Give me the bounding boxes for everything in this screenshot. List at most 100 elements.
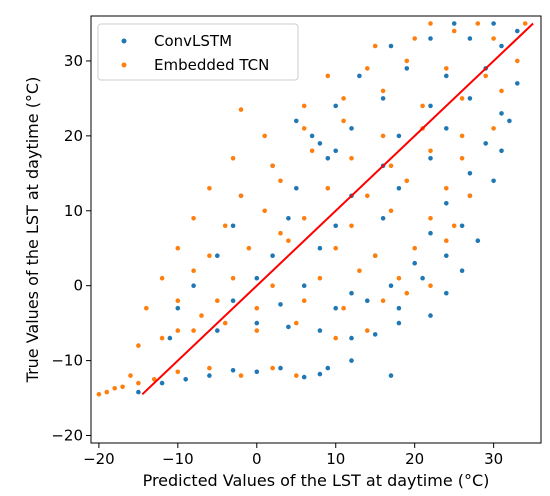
point-embedded-tcn-41 (191, 216, 196, 221)
point-embedded-tcn-40 (444, 238, 449, 243)
point-embedded-tcn-60 (349, 156, 354, 161)
point-convlstm-80 (451, 21, 457, 26)
point-convlstm-61 (444, 126, 449, 131)
point-convlstm-64 (333, 103, 339, 109)
point-convlstm-53 (325, 156, 331, 161)
point-convlstm-26 (254, 275, 260, 281)
point-convlstm-27 (301, 283, 307, 289)
point-embedded-tcn-86 (451, 28, 457, 34)
point-embedded-tcn-4 (175, 369, 181, 375)
point-embedded-tcn-65 (301, 126, 307, 131)
point-convlstm-31 (444, 290, 449, 296)
point-convlstm-17 (396, 320, 402, 326)
point-convlstm-69 (507, 118, 512, 124)
point-embedded-tcn-18 (175, 298, 181, 304)
point-embedded-tcn-63 (459, 156, 465, 161)
legend-label-convlstm: ConvLSTM (154, 32, 232, 50)
legend-marker-embedded-tcn (121, 62, 127, 68)
point-convlstm-56 (467, 171, 473, 176)
point-embedded-tcn-23 (380, 298, 386, 304)
point-embedded-tcn-54 (404, 178, 410, 184)
point-convlstm-76 (428, 36, 433, 41)
point-convlstm-40 (286, 216, 291, 221)
point-embedded-tcn-34 (207, 253, 212, 258)
point-convlstm-34 (317, 245, 323, 251)
point-convlstm-60 (396, 133, 402, 139)
x-tick-label: −20 (83, 450, 115, 468)
point-embedded-tcn-22 (341, 305, 346, 311)
point-embedded-tcn-88 (522, 21, 528, 26)
point-convlstm-9 (325, 365, 331, 371)
point-embedded-tcn-89 (428, 21, 433, 26)
y-tick-label: 20 (64, 127, 83, 145)
point-embedded-tcn-1 (120, 384, 125, 390)
point-embedded-tcn-77 (499, 88, 504, 94)
point-convlstm-3 (207, 373, 212, 378)
point-embedded-tcn-80 (404, 58, 410, 64)
point-embedded-tcn-78 (325, 73, 331, 79)
point-convlstm-59 (349, 126, 354, 131)
point-embedded-tcn-33 (175, 245, 181, 251)
point-embedded-tcn-31 (396, 275, 402, 281)
point-embedded-tcn-3 (151, 377, 157, 382)
point-embedded-tcn-39 (412, 245, 418, 251)
point-convlstm-50 (444, 201, 449, 206)
point-embedded-tcn-13 (254, 328, 260, 333)
point-embedded-tcn-66 (341, 118, 346, 124)
point-embedded-tcn-9 (136, 343, 141, 348)
point-convlstm-84 (333, 148, 339, 154)
point-embedded-tcn-53 (365, 193, 370, 199)
point-embedded-tcn-96 (278, 230, 283, 236)
point-embedded-tcn-8 (294, 373, 299, 378)
point-convlstm-16 (372, 332, 378, 337)
point-embedded-tcn-26 (191, 268, 196, 274)
point-convlstm-42 (380, 216, 386, 221)
point-embedded-tcn-27 (230, 275, 236, 281)
point-convlstm-24 (428, 313, 433, 318)
point-embedded-tcn-85 (412, 36, 418, 41)
point-convlstm-18 (175, 305, 181, 311)
point-convlstm-11 (215, 328, 220, 333)
point-embedded-tcn-92 (96, 392, 102, 397)
point-embedded-tcn-25 (159, 275, 165, 281)
point-convlstm-37 (444, 253, 449, 258)
point-embedded-tcn-72 (301, 103, 307, 109)
legend-label-embedded-tcn: Embedded TCN (154, 56, 269, 74)
point-convlstm-85 (349, 358, 354, 363)
point-embedded-tcn-59 (309, 148, 315, 154)
point-convlstm-63 (499, 148, 504, 154)
point-convlstm-55 (428, 156, 433, 161)
point-convlstm-39 (230, 223, 236, 229)
point-embedded-tcn-55 (444, 186, 449, 191)
point-convlstm-0 (136, 389, 141, 395)
point-convlstm-79 (515, 28, 520, 34)
point-embedded-tcn-48 (451, 223, 457, 229)
point-embedded-tcn-28 (270, 283, 275, 289)
point-embedded-tcn-74 (380, 88, 386, 94)
legend-box (97, 23, 299, 81)
point-embedded-tcn-57 (230, 156, 236, 161)
point-convlstm-33 (270, 253, 275, 258)
point-embedded-tcn-49 (207, 186, 212, 191)
y-tick-label: 0 (73, 277, 83, 295)
point-embedded-tcn-71 (238, 107, 244, 112)
point-convlstm-29 (388, 283, 394, 289)
point-embedded-tcn-64 (262, 133, 268, 139)
point-embedded-tcn-19 (215, 298, 220, 304)
x-tick-label: −10 (162, 450, 194, 468)
point-convlstm-83 (317, 141, 323, 146)
point-embedded-tcn-6 (238, 373, 244, 378)
point-embedded-tcn-37 (333, 245, 339, 251)
point-convlstm-67 (467, 96, 473, 101)
point-embedded-tcn-56 (467, 193, 473, 199)
point-convlstm-86 (388, 373, 394, 378)
point-embedded-tcn-73 (341, 96, 346, 101)
point-convlstm-78 (499, 43, 504, 49)
point-embedded-tcn-87 (491, 36, 496, 41)
point-convlstm-28 (349, 290, 354, 296)
point-embedded-tcn-84 (372, 43, 378, 49)
point-convlstm-38 (459, 268, 465, 274)
point-convlstm-15 (349, 335, 354, 341)
point-embedded-tcn-12 (222, 320, 228, 326)
y-axis: −20 −10 0 10 20 30 (51, 52, 91, 445)
